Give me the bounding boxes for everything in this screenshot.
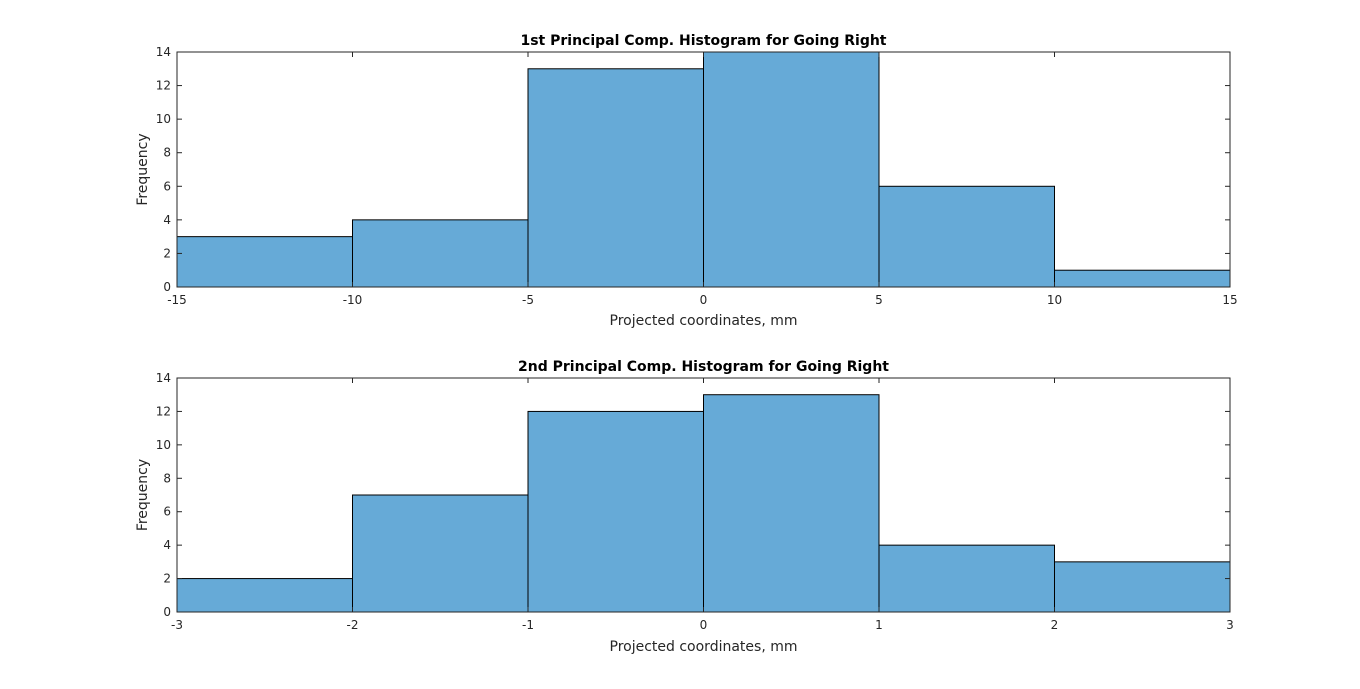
histogram-bar <box>878 185 1055 288</box>
x-tick-label: 0 <box>700 293 708 307</box>
y-tick-label: 6 <box>163 179 171 193</box>
histogram-bar <box>878 544 1055 613</box>
axes-border <box>176 377 1231 613</box>
y-tick-label: 8 <box>163 146 171 160</box>
x-tick-label: -15 <box>167 293 187 307</box>
histogram-bar <box>352 219 529 288</box>
chart-title: 2nd Principal Comp. Histogram for Going … <box>518 359 889 375</box>
x-tick-label: 3 <box>1226 618 1234 632</box>
y-tick-label: 12 <box>156 79 171 93</box>
histogram-bar <box>527 410 704 613</box>
y-tick-label: 8 <box>163 471 171 485</box>
y-tick-label: 4 <box>163 538 171 552</box>
y-tick-label: 14 <box>156 45 171 59</box>
x-tick-label: 1 <box>875 618 883 632</box>
histogram-bar <box>176 236 353 288</box>
ticks-group: -15 -10 -5 0 5 10 15 0 2 4 6 8 10 12 14 <box>156 45 1238 307</box>
y-tick-label: 2 <box>163 246 171 260</box>
y-tick-label: 12 <box>156 404 171 418</box>
y-tick-label: 10 <box>156 112 171 126</box>
y-tick-label: 6 <box>163 505 171 519</box>
bars-group <box>176 394 1231 613</box>
x-tick-label: 15 <box>1222 293 1237 307</box>
y-tick-label: 2 <box>163 572 171 586</box>
x-tick-label: 10 <box>1047 293 1062 307</box>
y-axis-label: Frequency <box>135 459 151 531</box>
y-tick-label: 10 <box>156 438 171 452</box>
x-axis-label: Projected coordinates, mm <box>610 639 798 655</box>
x-tick-label: -2 <box>347 618 359 632</box>
x-tick-label: -10 <box>343 293 363 307</box>
x-tick-label: 5 <box>875 293 883 307</box>
chart-title: 1st Principal Comp. Histogram for Going … <box>520 33 886 49</box>
y-tick-label: 14 <box>156 371 171 385</box>
y-axis-label: Frequency <box>135 133 151 205</box>
x-tick-label: -1 <box>522 618 534 632</box>
histogram-bar <box>1054 561 1231 613</box>
x-tick-label: 2 <box>1051 618 1059 632</box>
histogram-bar <box>527 68 704 288</box>
x-axis-label: Projected coordinates, mm <box>610 313 798 329</box>
y-tick-label: 0 <box>163 280 171 294</box>
x-tick-label: 0 <box>700 618 708 632</box>
y-tick-label: 4 <box>163 213 171 227</box>
histogram-bar <box>703 51 880 288</box>
histogram-bar <box>703 394 880 613</box>
histogram-bar <box>352 494 529 613</box>
axes-border <box>176 51 1231 288</box>
x-tick-label: -3 <box>171 618 183 632</box>
histogram-bar <box>1054 269 1231 288</box>
histogram-1st-principal-component: -15 -10 -5 0 5 10 15 0 2 4 6 8 10 12 14 1st Principal … <box>135 33 1238 329</box>
y-tick-label: 0 <box>163 605 171 619</box>
bars-group <box>176 51 1231 288</box>
histogram-bar <box>176 578 353 613</box>
x-tick-label: -5 <box>522 293 534 307</box>
